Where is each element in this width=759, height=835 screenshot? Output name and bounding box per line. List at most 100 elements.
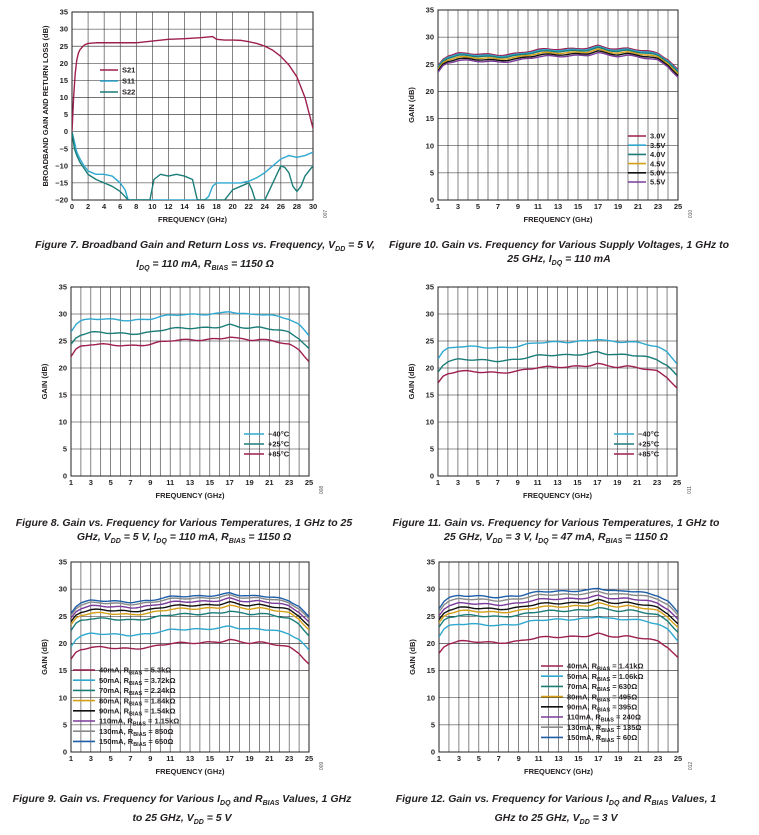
- y-axis-label: GAIN (dB): [407, 87, 416, 123]
- x-tick-label: 5: [476, 202, 480, 211]
- y-tick-label: 5: [431, 720, 435, 729]
- legend: 3.0V3.5V4.0V4.5V5.0V5.5V: [628, 132, 665, 187]
- x-tick-label: 11: [166, 478, 174, 487]
- y-tick-label: 10: [59, 693, 67, 702]
- x-tick-label: 1: [69, 478, 73, 487]
- x-tick-label: 21: [634, 202, 642, 211]
- x-tick-label: 3: [456, 478, 460, 487]
- y-tick-label: 5: [63, 445, 67, 454]
- x-axis-label: FREQUENCY (GHz): [524, 767, 594, 776]
- x-tick-label: 25: [305, 754, 313, 763]
- caption-fig7: Figure 7. Broadband Gain and Return Loss…: [35, 239, 375, 273]
- x-tick-label: 1: [437, 754, 441, 763]
- legend-label: +85°C: [638, 450, 660, 459]
- x-axis-label: FREQUENCY (GHz): [523, 215, 593, 224]
- x-tick-label: 15: [574, 754, 582, 763]
- y-tick-label: 35: [60, 8, 68, 17]
- x-tick-label: 20: [228, 202, 236, 211]
- x-tick-label: 13: [554, 202, 562, 211]
- x-tick-label: 7: [497, 754, 501, 763]
- x-tick-label: 23: [285, 754, 293, 763]
- x-tick-label: 5: [477, 754, 481, 763]
- legend-label: S22: [122, 88, 135, 97]
- y-tick-label: 10: [59, 418, 67, 427]
- legend-label: +25°C: [268, 440, 290, 449]
- x-tick-label: 19: [614, 202, 622, 211]
- y-tick-label: −10: [55, 161, 68, 170]
- legend-label: 4.0V: [650, 150, 665, 159]
- y-tick-label: −15: [55, 179, 68, 188]
- y-tick-label: 0: [64, 127, 68, 136]
- x-tick-label: 7: [496, 478, 500, 487]
- x-tick-label: 21: [634, 754, 642, 763]
- x-tick-label: 17: [593, 478, 601, 487]
- plot-frame: [437, 286, 678, 477]
- legend-label: 130mA, RBIAS = 135Ω: [567, 723, 641, 734]
- x-tick-label: 13: [186, 478, 194, 487]
- legend-label: 80mA, RBIAS = 495Ω: [567, 692, 637, 703]
- x-tick-label: 8: [134, 202, 138, 211]
- series-line: [71, 593, 309, 620]
- y-tick-label: 35: [427, 558, 435, 567]
- x-tick-label: 0: [70, 202, 74, 211]
- legend-label: 3.5V: [650, 141, 665, 150]
- x-tick-label: 25: [305, 478, 313, 487]
- legend-label: 4.5V: [650, 159, 665, 168]
- legend-label: S11: [122, 77, 135, 86]
- x-tick-label: 10: [148, 202, 156, 211]
- series-line: [72, 131, 313, 200]
- x-tick-label: 17: [225, 754, 233, 763]
- series-line: [438, 362, 677, 389]
- y-tick-label: 0: [63, 472, 67, 481]
- series-line: [438, 338, 677, 365]
- x-tick-label: 23: [654, 202, 662, 211]
- y-axis-label: GAIN (dB): [40, 363, 49, 399]
- series-line: [438, 44, 678, 71]
- series-line: [439, 616, 678, 642]
- x-tick-label: 15: [206, 754, 214, 763]
- y-tick-label: 20: [60, 59, 68, 68]
- x-tick-label: 30: [309, 202, 317, 211]
- caption-fig9: Figure 9. Gain vs. Frequency for Various…: [12, 793, 352, 827]
- x-tick-label: 16: [196, 202, 204, 211]
- legend-label: 80mA, RBIAS = 1.84kΩ: [99, 696, 176, 707]
- y-tick-label: 35: [426, 283, 434, 292]
- legend-label: 5.0V: [650, 169, 665, 178]
- y-tick-label: 10: [427, 693, 435, 702]
- x-axis-label: FREQUENCY (GHz): [155, 767, 225, 776]
- x-tick-label: 19: [614, 754, 622, 763]
- x-tick-label: 5: [109, 478, 113, 487]
- y-tick-label: 30: [426, 310, 434, 319]
- y-tick-label: 20: [427, 639, 435, 648]
- legend-label: 50mA, RBIAS = 1.06kΩ: [567, 672, 644, 683]
- legend-label: 90mA, RBIAS = 395Ω: [567, 703, 637, 714]
- x-tick-label: 21: [265, 478, 273, 487]
- x-tick-label: 12: [164, 202, 172, 211]
- x-tick-label: 11: [166, 754, 174, 763]
- series-line: [71, 591, 309, 618]
- series-line: [438, 48, 678, 75]
- y-tick-label: 30: [427, 585, 435, 594]
- legend-label: 110mA, RBIAS = 1.15kΩ: [99, 717, 179, 728]
- series-line: [71, 336, 309, 363]
- series-line: [439, 590, 678, 616]
- x-tick-label: 9: [148, 478, 152, 487]
- y-tick-label: 20: [59, 364, 67, 373]
- plot-frame: [437, 9, 679, 201]
- figure-id: 011: [687, 486, 693, 494]
- x-tick-label: 11: [534, 202, 542, 211]
- y-tick-label: 15: [426, 114, 434, 123]
- y-tick-label: 0: [430, 196, 434, 205]
- series-line: [72, 131, 313, 200]
- series-line: [438, 50, 678, 76]
- x-axis-label: FREQUENCY (GHz): [155, 491, 225, 500]
- figure-id: 009: [319, 762, 325, 771]
- plot-frame: [71, 11, 314, 201]
- legend: −40°C+25°C+85°C: [244, 430, 290, 459]
